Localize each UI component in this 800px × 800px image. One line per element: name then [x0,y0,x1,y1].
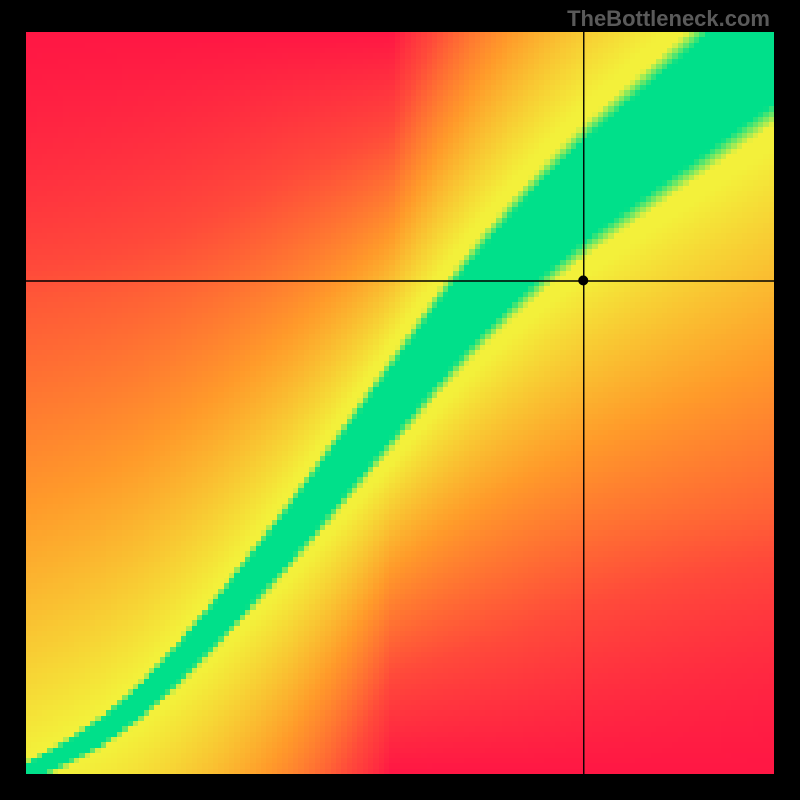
watermark-text: TheBottleneck.com [567,6,770,32]
bottleneck-heatmap [26,32,774,774]
chart-container: TheBottleneck.com [0,0,800,800]
